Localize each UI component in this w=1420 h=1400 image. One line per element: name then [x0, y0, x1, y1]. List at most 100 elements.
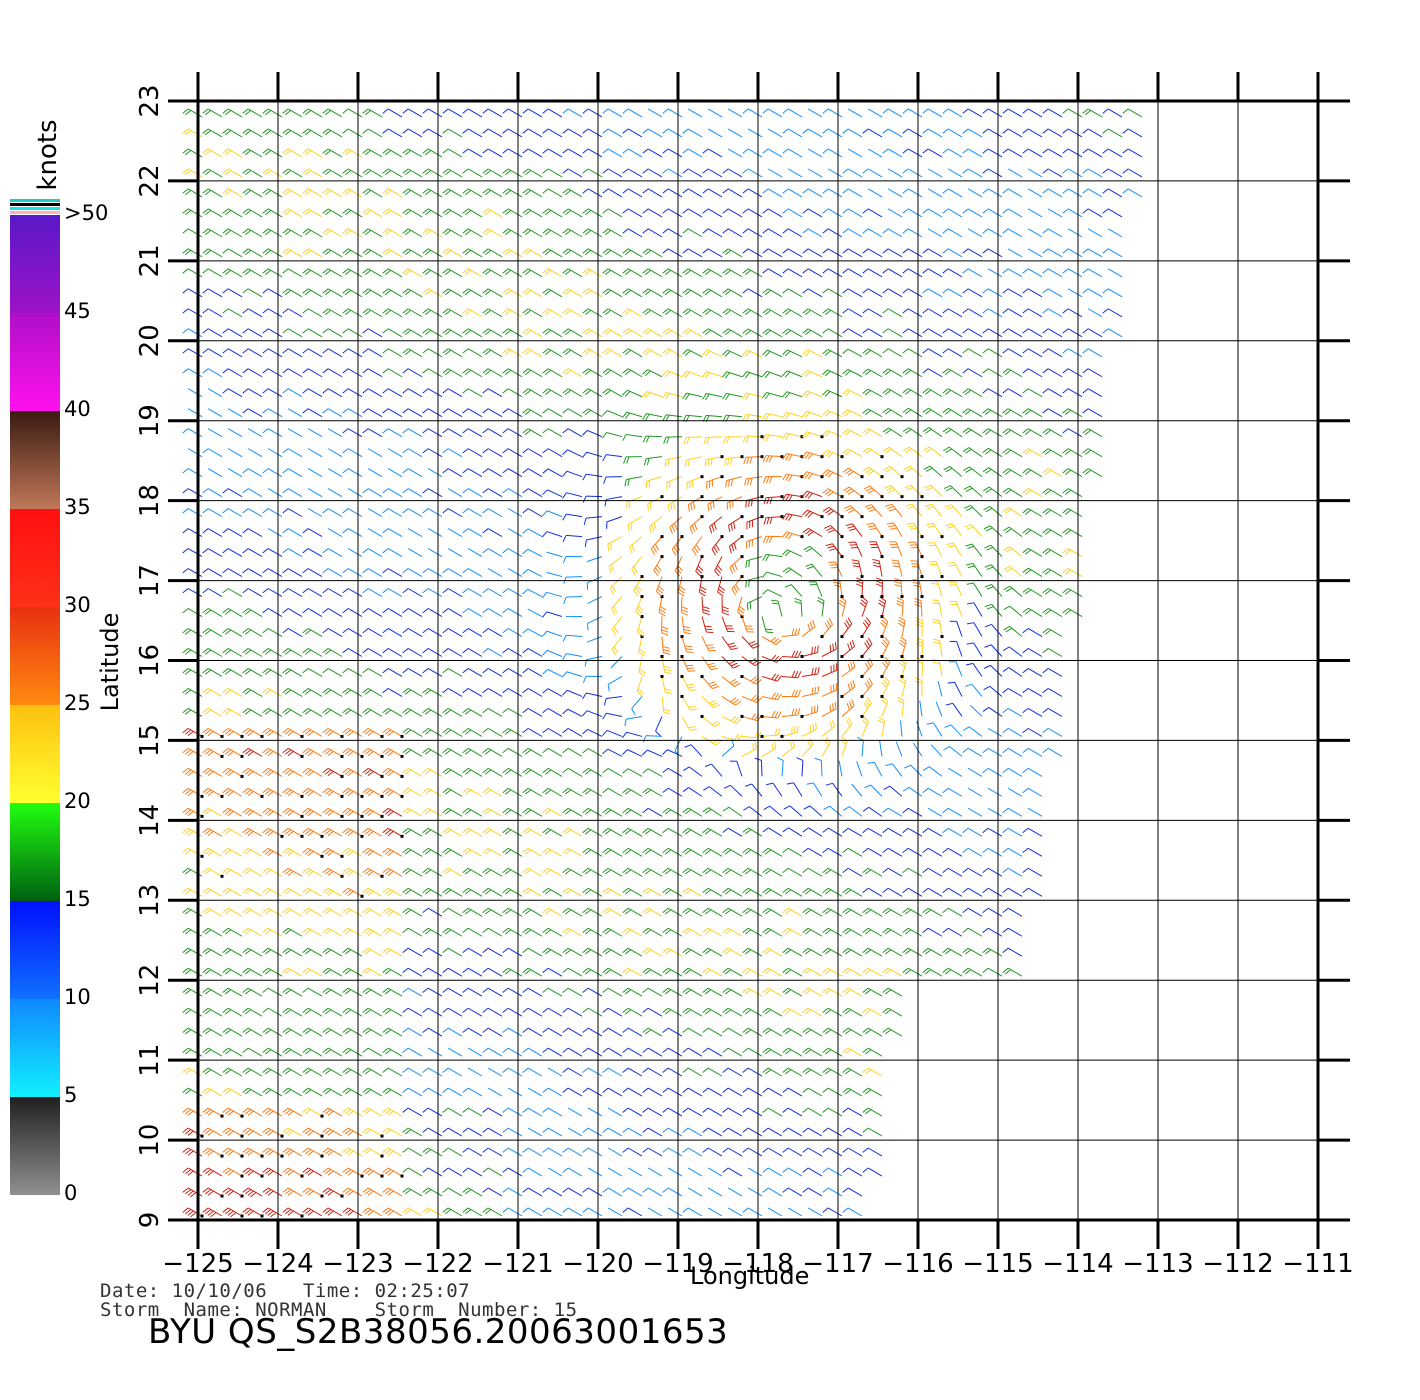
- wind-barb: [222, 1127, 244, 1138]
- wind-barb: [882, 807, 903, 817]
- wind-barb: [422, 568, 443, 578]
- wind-barb: [1002, 188, 1023, 198]
- wind-barb: [322, 1087, 343, 1097]
- wind-barb: [322, 1127, 343, 1137]
- wind-barb: [1062, 188, 1083, 198]
- wind-barb: [202, 208, 223, 218]
- colorbar-tick-label: 20: [64, 789, 91, 813]
- wind-barb: [682, 248, 703, 258]
- wind-barb: [242, 887, 263, 897]
- wind-barb: [881, 696, 889, 717]
- wind-barb: [522, 967, 543, 977]
- wind-barb: [908, 541, 924, 559]
- wind-barb: [806, 782, 823, 797]
- wind-barb: [282, 468, 303, 478]
- wind-barb: [882, 228, 903, 238]
- wind-barb: [542, 148, 563, 158]
- wind-barb: [842, 1107, 863, 1117]
- wind-barb: [742, 1127, 763, 1137]
- wind-barb: [322, 1067, 343, 1077]
- wind-barb: [1062, 408, 1083, 418]
- wind-barb: [442, 608, 463, 617]
- wind-barb: [382, 368, 403, 378]
- wind-barb: [522, 448, 543, 458]
- wind-barb: [622, 749, 643, 757]
- wind-barb: [462, 508, 483, 518]
- wind-barb: [222, 807, 243, 817]
- wind-barb: [781, 650, 802, 659]
- wind-barb: [888, 541, 903, 557]
- wind-barb: [877, 716, 886, 737]
- wind-barb: [582, 288, 603, 298]
- wind-barb: [362, 1107, 383, 1117]
- wind-barb: [322, 108, 343, 118]
- wind-barb: [742, 887, 763, 897]
- wind-barb: [882, 427, 903, 438]
- wind-barb: [782, 1107, 803, 1117]
- wind-barb: [182, 727, 204, 738]
- wind-barb: [267, 528, 283, 538]
- wind-barb: [182, 1107, 203, 1117]
- wind-barb: [821, 719, 835, 737]
- wind-barb: [662, 248, 683, 258]
- wind-barb: [1002, 707, 1023, 717]
- wind-barb: [222, 488, 243, 498]
- wind-barb: [582, 368, 603, 378]
- wind-barb: [242, 268, 263, 278]
- wind-barb: [722, 907, 743, 917]
- wind-barb: [582, 748, 603, 757]
- wind-barb: [382, 787, 404, 798]
- wind-barb: [522, 807, 543, 817]
- wind-barb: [182, 847, 204, 858]
- wind-barb: [342, 787, 364, 798]
- wind-barb: [647, 108, 663, 118]
- wind-barb: [562, 807, 583, 817]
- wind-barb: [242, 807, 263, 817]
- wind-barb: [1042, 288, 1063, 298]
- wind-barb: [747, 1187, 763, 1197]
- wind-barb: [282, 1167, 304, 1178]
- wind-barb: [402, 867, 423, 877]
- latitude-tick-label: 16: [135, 644, 165, 677]
- wind-barb: [502, 208, 523, 218]
- wind-barb: [1042, 727, 1063, 737]
- wind-barb: [502, 787, 523, 797]
- colorbar-tick-label: 0: [64, 1181, 78, 1205]
- wind-barb: [382, 548, 403, 558]
- wind-barb: [562, 188, 583, 198]
- wind-barb: [522, 907, 543, 917]
- wind-barb: [642, 168, 663, 178]
- wind-barb: [602, 228, 623, 238]
- wind-barb: [462, 1027, 483, 1037]
- wind-barb: [862, 428, 883, 438]
- wind-barb: [442, 648, 463, 657]
- wind-barb: [1022, 667, 1043, 677]
- wind-barb: [382, 1187, 403, 1197]
- wind-barb: [782, 1167, 803, 1177]
- wind-barb: [262, 228, 283, 238]
- wind-barb: [542, 967, 563, 977]
- wind-barb: [822, 827, 843, 837]
- wind-barb: [722, 1067, 743, 1077]
- wind-barb: [627, 516, 643, 532]
- wind-barb: [562, 987, 583, 997]
- wind-barb: [382, 707, 403, 717]
- wind-barb: [982, 148, 1003, 158]
- wind-barb: [522, 128, 543, 138]
- wind-barb: [949, 640, 963, 657]
- wind-barb: [767, 1207, 783, 1217]
- wind-barb: [662, 927, 683, 937]
- wind-barb: [782, 188, 803, 198]
- wind-speed-colorbar: [10, 199, 60, 1195]
- wind-barb: [262, 1047, 283, 1057]
- wind-barb: [611, 616, 623, 636]
- wind-barb: [742, 328, 763, 338]
- wind-barb: [842, 867, 863, 877]
- wind-barb: [287, 428, 303, 438]
- wind-barb: [682, 1107, 703, 1117]
- wind-barb: [862, 806, 883, 817]
- wind-barb: [745, 783, 763, 797]
- wind-barb: [882, 328, 903, 338]
- wind-barb: [742, 1047, 763, 1057]
- wind-barb: [442, 1027, 463, 1037]
